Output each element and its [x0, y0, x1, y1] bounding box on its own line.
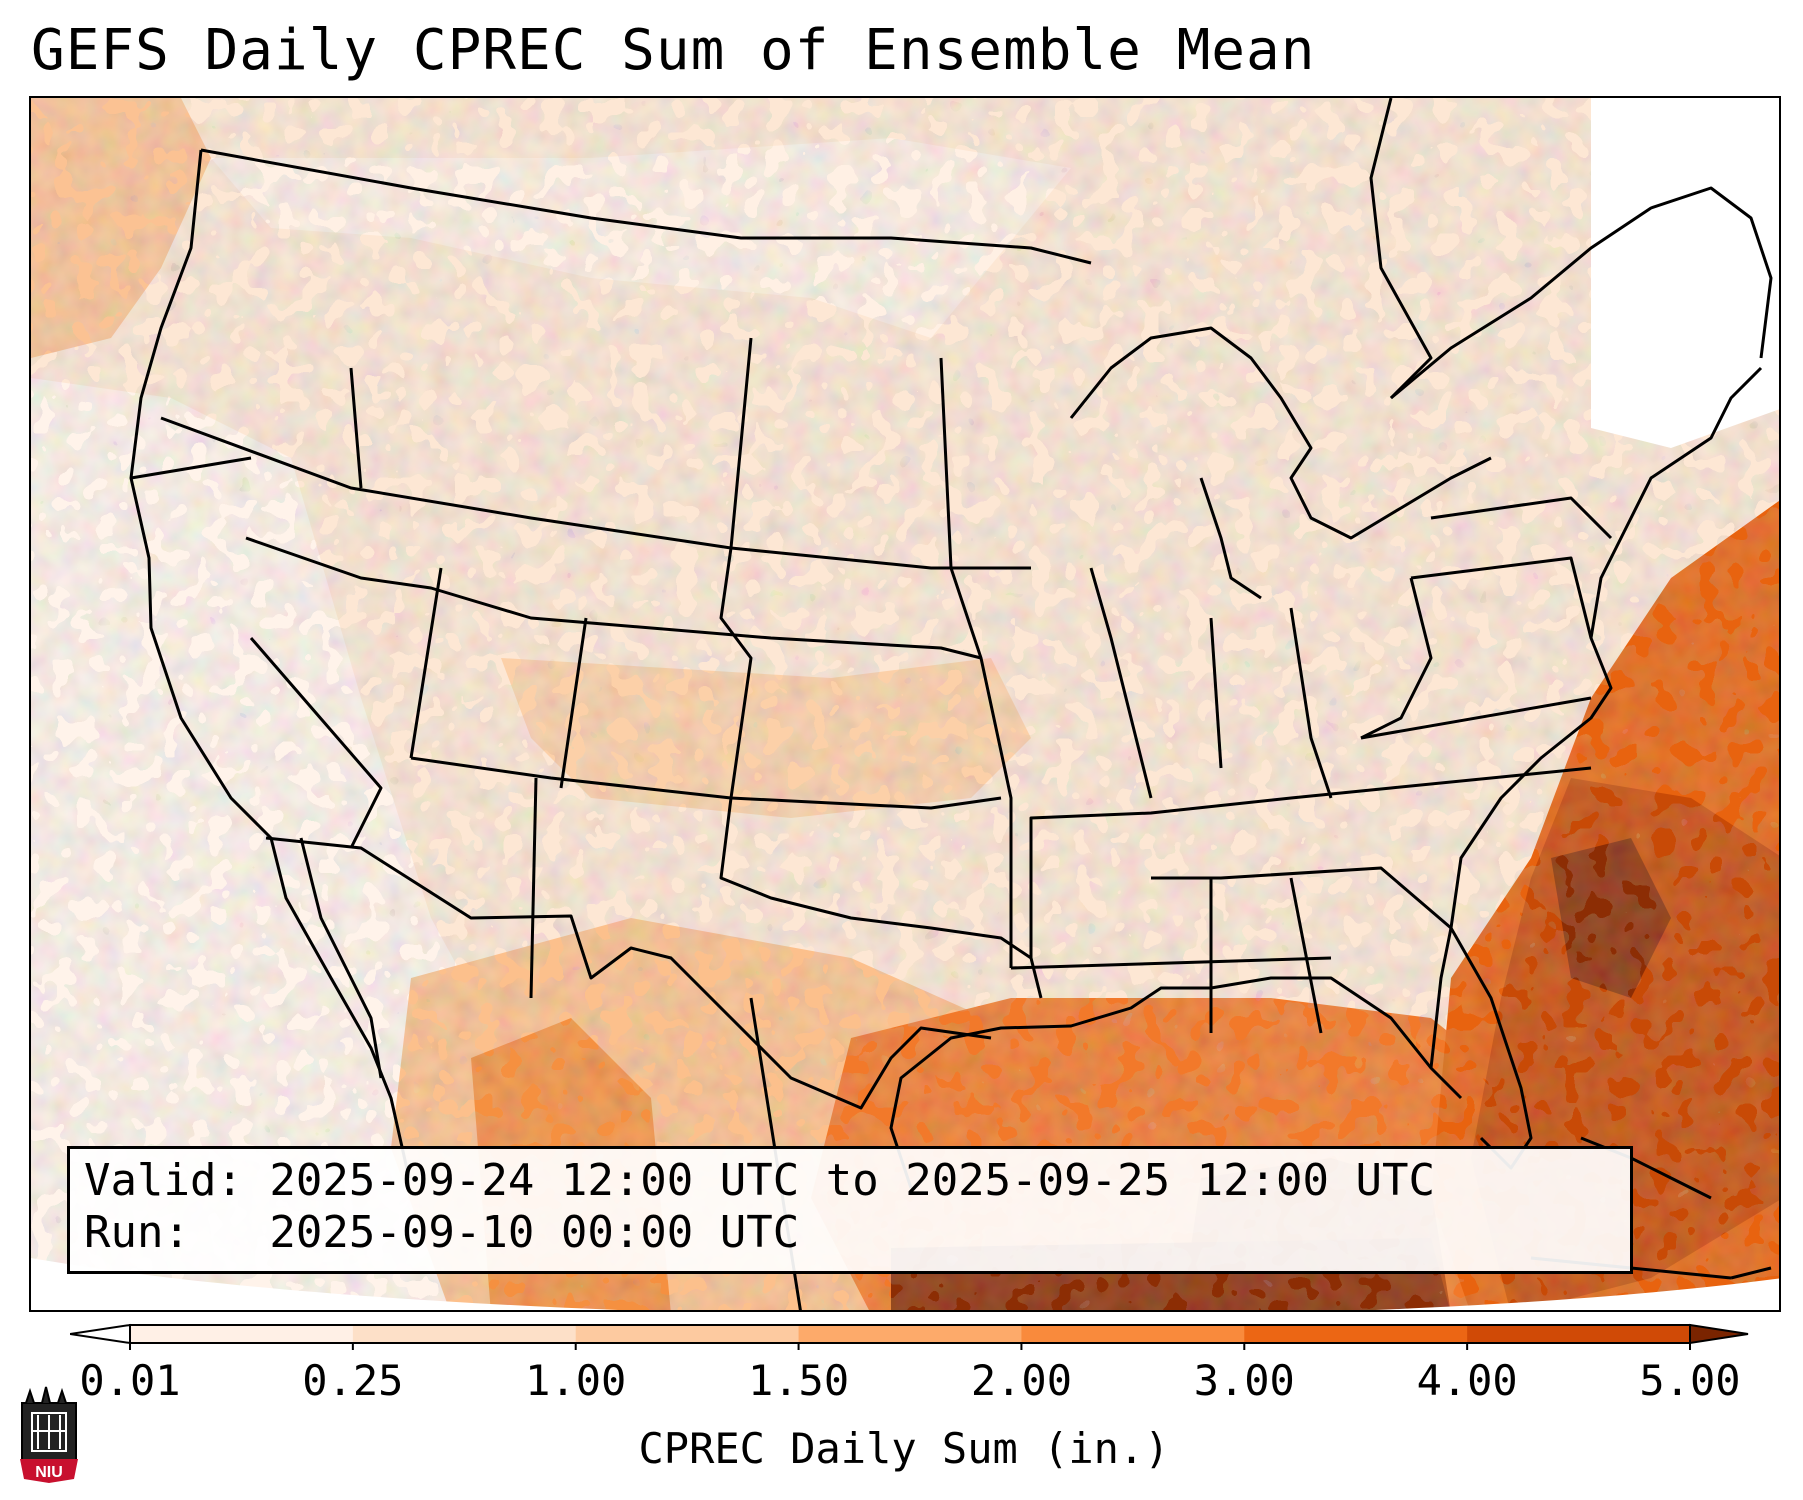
valid-time-line: Valid: 2025-09-24 12:00 UTC to 2025-09-2… — [84, 1155, 1436, 1206]
colorbar-tick-label: 1.50 — [747, 1356, 850, 1405]
colorbar-tick-label: 2.00 — [970, 1356, 1072, 1405]
colorbar-label: CPREC Daily Sum (in.) — [638, 1424, 1170, 1473]
colorbar-segment — [1021, 1325, 1245, 1343]
colorbar-segment — [798, 1325, 1022, 1343]
colorbar-tick-label: 4.00 — [1416, 1356, 1518, 1405]
colorbar-tick-label: 3.00 — [1193, 1356, 1295, 1405]
outside-domain-bottom — [31, 1258, 1779, 1310]
colorbar-tick-label: 1.00 — [525, 1356, 627, 1405]
colorbar-tick-label: 5.00 — [1639, 1356, 1741, 1405]
colorbar-segment — [1467, 1325, 1691, 1343]
map-panel — [29, 96, 1781, 1312]
niu-logo: NIU — [20, 1386, 78, 1483]
colorbar-segment — [1244, 1325, 1468, 1343]
logo-text: NIU — [35, 1464, 63, 1481]
colorbar-tick-label: 0.01 — [79, 1356, 181, 1405]
colorbar — [70, 1323, 1749, 1350]
outside-domain-top — [1591, 98, 1779, 448]
validity-info-box: Valid: 2025-09-24 12:00 UTC to 2025-09-2… — [67, 1146, 1633, 1274]
colorbar-tick-label: 0.25 — [302, 1356, 404, 1405]
colorbar-segment — [575, 1325, 800, 1343]
colorbar-segment — [130, 1325, 354, 1343]
colorbar-frame — [129, 1324, 1691, 1344]
precipitation-map — [31, 98, 1779, 1310]
colorbar-segment — [352, 1325, 577, 1343]
run-time-line: Run: 2025-09-10 00:00 UTC — [84, 1207, 800, 1258]
colorbar-over-extension — [1689, 1323, 1749, 1345]
colorbar-under-extension — [70, 1323, 131, 1345]
precip-field-texture — [31, 98, 1779, 1310]
map-title: GEFS Daily CPREC Sum of Ensemble Mean — [31, 18, 1316, 83]
